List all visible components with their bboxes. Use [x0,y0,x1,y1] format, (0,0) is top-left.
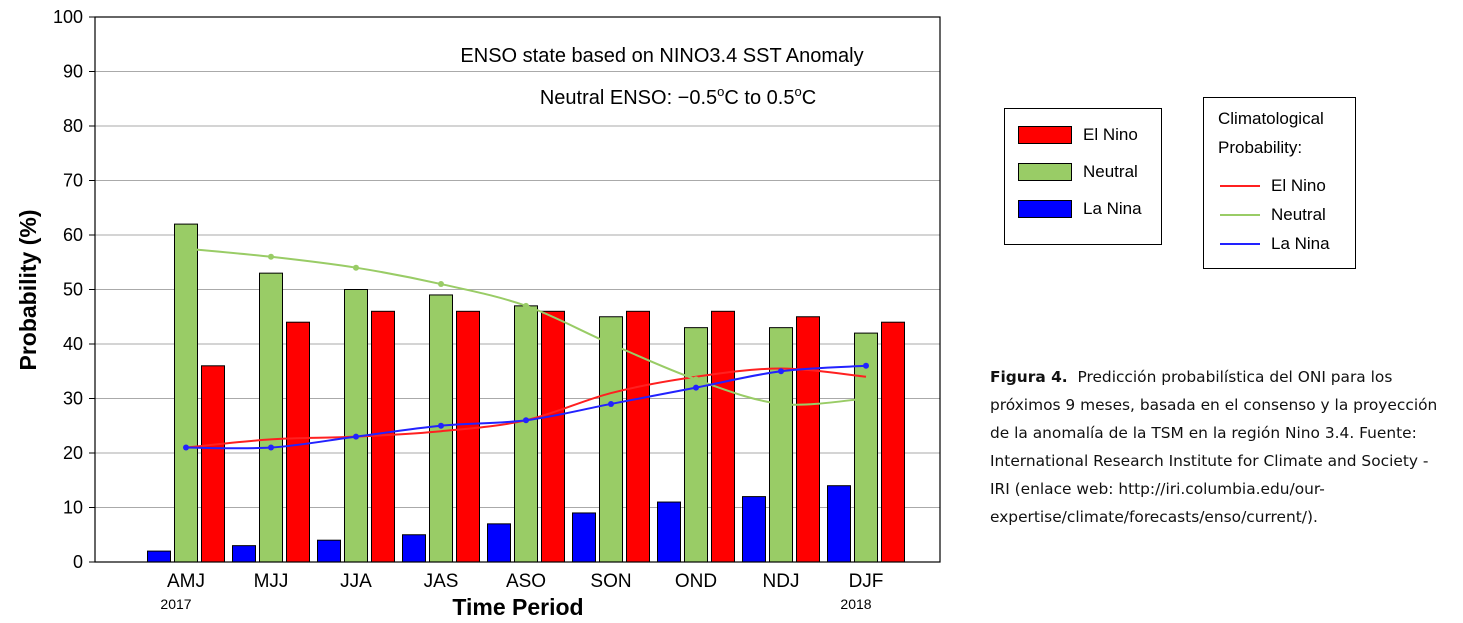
bar-el-nino [541,310,565,563]
climatology-point-neutral [268,253,274,260]
x-tick-label: SON [590,571,631,592]
clim-legend-item-el-nino: El Nino [1204,174,1326,198]
climatology-point-la-nina [183,444,189,451]
climatology-point-la-nina [523,417,529,424]
legend-label: La Nina [1083,199,1142,218]
clim-legend-item-la-nina: La Nina [1204,232,1330,256]
legend-label: La Nina [1271,234,1330,253]
chart-title: ENSO state based on NINO3.4 SST Anomaly [460,45,863,67]
y-tick-label: 0 [73,552,83,572]
bar-neutral [599,316,623,563]
x-tick-label: JAS [424,571,459,592]
el-nino-line-swatch [1220,185,1260,187]
y-tick-label: 60 [63,225,83,245]
bar-el-nino [456,310,480,563]
caption-lead: Figura 4. [990,368,1068,386]
legend-item-neutral: Neutral [1005,160,1138,184]
legend-item-la-nina: La Nina [1005,197,1142,221]
climatology-point-neutral [523,302,529,309]
x-tick-label: DJF [849,571,884,592]
bar-el-nino [796,316,820,563]
legend-label: El Nino [1083,125,1138,144]
x-tick-label: NDJ [763,571,800,592]
climatology-point-neutral [693,376,699,383]
bar-la-nina [742,496,766,563]
legend-label: Neutral [1083,162,1138,181]
bars [147,223,905,563]
climatology-point-neutral [608,341,614,347]
el-nino-swatch [1018,126,1072,144]
bar-el-nino [286,321,310,563]
legend-item-el-nino: El Nino [1005,123,1138,147]
neutral-swatch [1018,163,1072,181]
climatology-point-la-nina [608,400,614,407]
bar-la-nina [487,523,511,563]
climatology-legend-subtitle: Probability: [1218,138,1303,157]
la-nina-line-swatch [1220,243,1260,245]
bar-neutral [514,305,538,563]
bar-neutral [769,327,793,563]
bar-neutral [684,327,708,563]
y-tick-label: 90 [63,62,83,82]
bar-la-nina [317,539,341,563]
y-tick-label: 50 [63,280,83,300]
year-label: 2018 [840,596,871,612]
bar-la-nina [402,534,426,563]
climatology-point-neutral [183,245,189,252]
y-tick-label: 20 [63,443,83,463]
bar-neutral [174,223,198,563]
x-tick-label: ASO [506,571,546,592]
bar-el-nino [881,321,905,563]
chart-subtitle: Neutral ENSO: −0.5oC to 0.5oC [540,84,816,109]
y-tick-label: 40 [63,334,83,354]
la-nina-swatch [1018,200,1072,218]
figure-caption: Figura 4. Predicción probabilística del … [990,363,1450,531]
x-axis-label: Time Period [452,594,583,620]
climatology-point-la-nina [778,368,784,375]
climatology-legend-title: Climatological [1218,109,1324,128]
enso-probability-chart: 0 10 20 30 40 50 60 70 80 90 100 AMJ MJJ JJA JAS ASO SON… [15,7,941,620]
climatology-point-neutral [778,400,784,407]
y-axis-label: Probability (%) [15,209,41,370]
bar-la-nina [657,501,681,563]
legend-label: El Nino [1271,176,1326,195]
bar-la-nina [827,485,851,563]
x-tick-label: MJJ [254,571,289,592]
gridlines [95,71,940,508]
x-tick-label: JJA [340,571,372,592]
climatology-point-neutral [438,281,444,288]
climatology-point-neutral [863,395,869,402]
clim-legend-item-neutral: Neutral [1204,203,1326,227]
year-label: 2017 [160,596,191,612]
bar-el-nino [626,310,650,563]
y-tick-label: 30 [63,389,83,409]
bar-la-nina [572,512,596,563]
x-tick-label: AMJ [167,571,205,592]
climatology-point-la-nina [438,422,444,429]
climatology-point-neutral [353,264,359,271]
climatology-point-la-nina [353,433,359,440]
series-legend: El Nino Neutral La Nina [1004,108,1162,245]
bar-la-nina [147,550,171,563]
climatology-legend: Climatological Probability: El Nino Neut… [1203,97,1356,269]
bar-neutral [259,272,283,563]
bar-el-nino [201,365,225,563]
y-tick-label: 70 [63,171,83,191]
y-tick-label: 80 [63,116,83,136]
climatology-point-la-nina [268,444,274,451]
caption-text: Predicción probabilística del ONI para l… [990,368,1438,526]
y-tick-label: 100 [53,7,83,27]
x-tick-label: OND [675,571,717,592]
bar-la-nina [232,545,256,563]
climatology-point-la-nina [863,362,869,369]
climatology-lines [183,245,869,451]
bar-neutral [344,289,368,563]
bar-el-nino [711,310,735,563]
y-tick-label: 10 [63,498,83,518]
axes: 0 10 20 30 40 50 60 70 80 90 100 AMJ MJJ JJA JAS ASO SON… [53,7,883,612]
legend-label: Neutral [1271,205,1326,224]
neutral-line-swatch [1220,214,1260,216]
climatology-point-la-nina [693,384,699,391]
